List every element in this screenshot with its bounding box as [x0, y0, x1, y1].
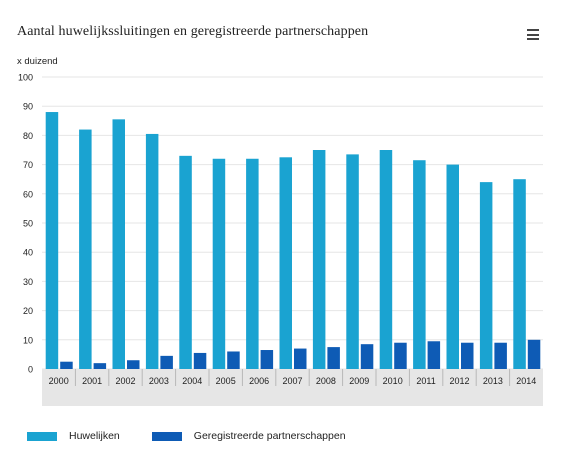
y-axis-ticks: 0 10 20 30 40 50 60 70 80 90 100: [18, 73, 33, 375]
bar-partnerschappen[interactable]: [461, 342, 474, 369]
x-axis-band: [42, 369, 543, 406]
bar-partnerschappen[interactable]: [494, 342, 507, 369]
x-tick-label: 2014: [516, 376, 536, 386]
y-tick-label: 100: [18, 73, 33, 83]
x-tick-label: 2000: [49, 376, 69, 386]
x-tick-label: 2011: [416, 376, 435, 386]
bar-partnerschappen[interactable]: [260, 350, 274, 369]
bar-partnerschappen[interactable]: [227, 351, 240, 369]
bar-huwelijken[interactable]: [179, 155, 192, 369]
y-tick-label: 10: [23, 335, 33, 345]
bar-huwelijken[interactable]: [45, 112, 59, 369]
legend: Huwelijken Geregistreerde partnerschappe…: [27, 430, 378, 442]
bar-huwelijken[interactable]: [379, 150, 393, 369]
y-tick-label: 30: [23, 277, 33, 287]
bar-partnerschappen[interactable]: [527, 339, 541, 369]
bar-huwelijken[interactable]: [212, 158, 226, 369]
x-tick-label: 2010: [383, 376, 403, 386]
bar-huwelijken[interactable]: [246, 158, 259, 369]
hamburger-menu-icon[interactable]: [527, 29, 539, 40]
legend-item-huwelijken[interactable]: Huwelijken: [27, 430, 120, 442]
x-tick-label: 2002: [115, 376, 135, 386]
x-tick-label: 2005: [216, 376, 236, 386]
y-tick-label: 60: [23, 189, 33, 199]
bar-partnerschappen[interactable]: [360, 344, 374, 369]
x-tick-label: 2008: [316, 376, 336, 386]
bar-huwelijken[interactable]: [346, 154, 359, 369]
y-tick-label: 50: [23, 219, 33, 229]
bar-partnerschappen[interactable]: [160, 355, 173, 369]
bar-partnerschappen[interactable]: [193, 352, 207, 369]
bar-partnerschappen[interactable]: [60, 361, 73, 369]
x-tick-label: 2001: [82, 376, 102, 386]
legend-label: Huwelijken: [69, 430, 120, 442]
y-tick-label: 20: [23, 306, 33, 316]
x-tick-label: 2006: [249, 376, 269, 386]
x-tick-label: 2013: [483, 376, 503, 386]
bar-partnerschappen[interactable]: [93, 363, 107, 369]
x-axis-ticks: 2000 2001 2002 2003 2004 2005 2006 2007 2008 2009…: [49, 369, 536, 386]
y-tick-label: 90: [23, 102, 33, 112]
menu-line: [527, 38, 539, 40]
menu-line: [527, 33, 539, 36]
y-axis-unit-label: x duizend: [17, 56, 58, 67]
legend-item-partnerschappen[interactable]: Geregistreerde partnerschappen: [151, 430, 346, 442]
bar-huwelijken[interactable]: [279, 157, 293, 369]
bar-huwelijken[interactable]: [145, 133, 159, 369]
menu-line: [527, 29, 539, 31]
x-tick-label: 2007: [282, 376, 302, 386]
legend-swatch: [151, 431, 182, 441]
bar-partnerschappen[interactable]: [394, 342, 407, 369]
bars: [45, 112, 541, 369]
bar-huwelijken[interactable]: [112, 119, 126, 369]
bar-huwelijken[interactable]: [312, 150, 326, 369]
y-tick-label: 0: [28, 365, 33, 375]
bar-huwelijken[interactable]: [513, 179, 526, 369]
chart-title: Aantal huwelijkssluitingen en geregistre…: [17, 24, 369, 39]
x-tick-label: 2012: [449, 376, 469, 386]
y-tick-label: 80: [23, 131, 33, 141]
bar-partnerschappen[interactable]: [427, 341, 441, 369]
bar-partnerschappen[interactable]: [327, 347, 340, 369]
legend-label: Geregistreerde partnerschappen: [193, 430, 346, 442]
bar-huwelijken[interactable]: [479, 182, 493, 369]
y-tick-label: 70: [23, 160, 33, 170]
x-tick-label: 2009: [349, 376, 369, 386]
bar-huwelijken[interactable]: [413, 160, 426, 369]
bar-huwelijken[interactable]: [446, 164, 460, 369]
bar-partnerschappen[interactable]: [294, 348, 307, 369]
y-tick-label: 40: [23, 248, 33, 258]
gridlines: [42, 76, 543, 370]
bar-partnerschappen[interactable]: [127, 360, 140, 369]
bar-huwelijken[interactable]: [79, 129, 92, 369]
x-tick-label: 2004: [182, 376, 202, 386]
x-tick-label: 2003: [149, 376, 169, 386]
legend-swatch: [27, 431, 57, 441]
